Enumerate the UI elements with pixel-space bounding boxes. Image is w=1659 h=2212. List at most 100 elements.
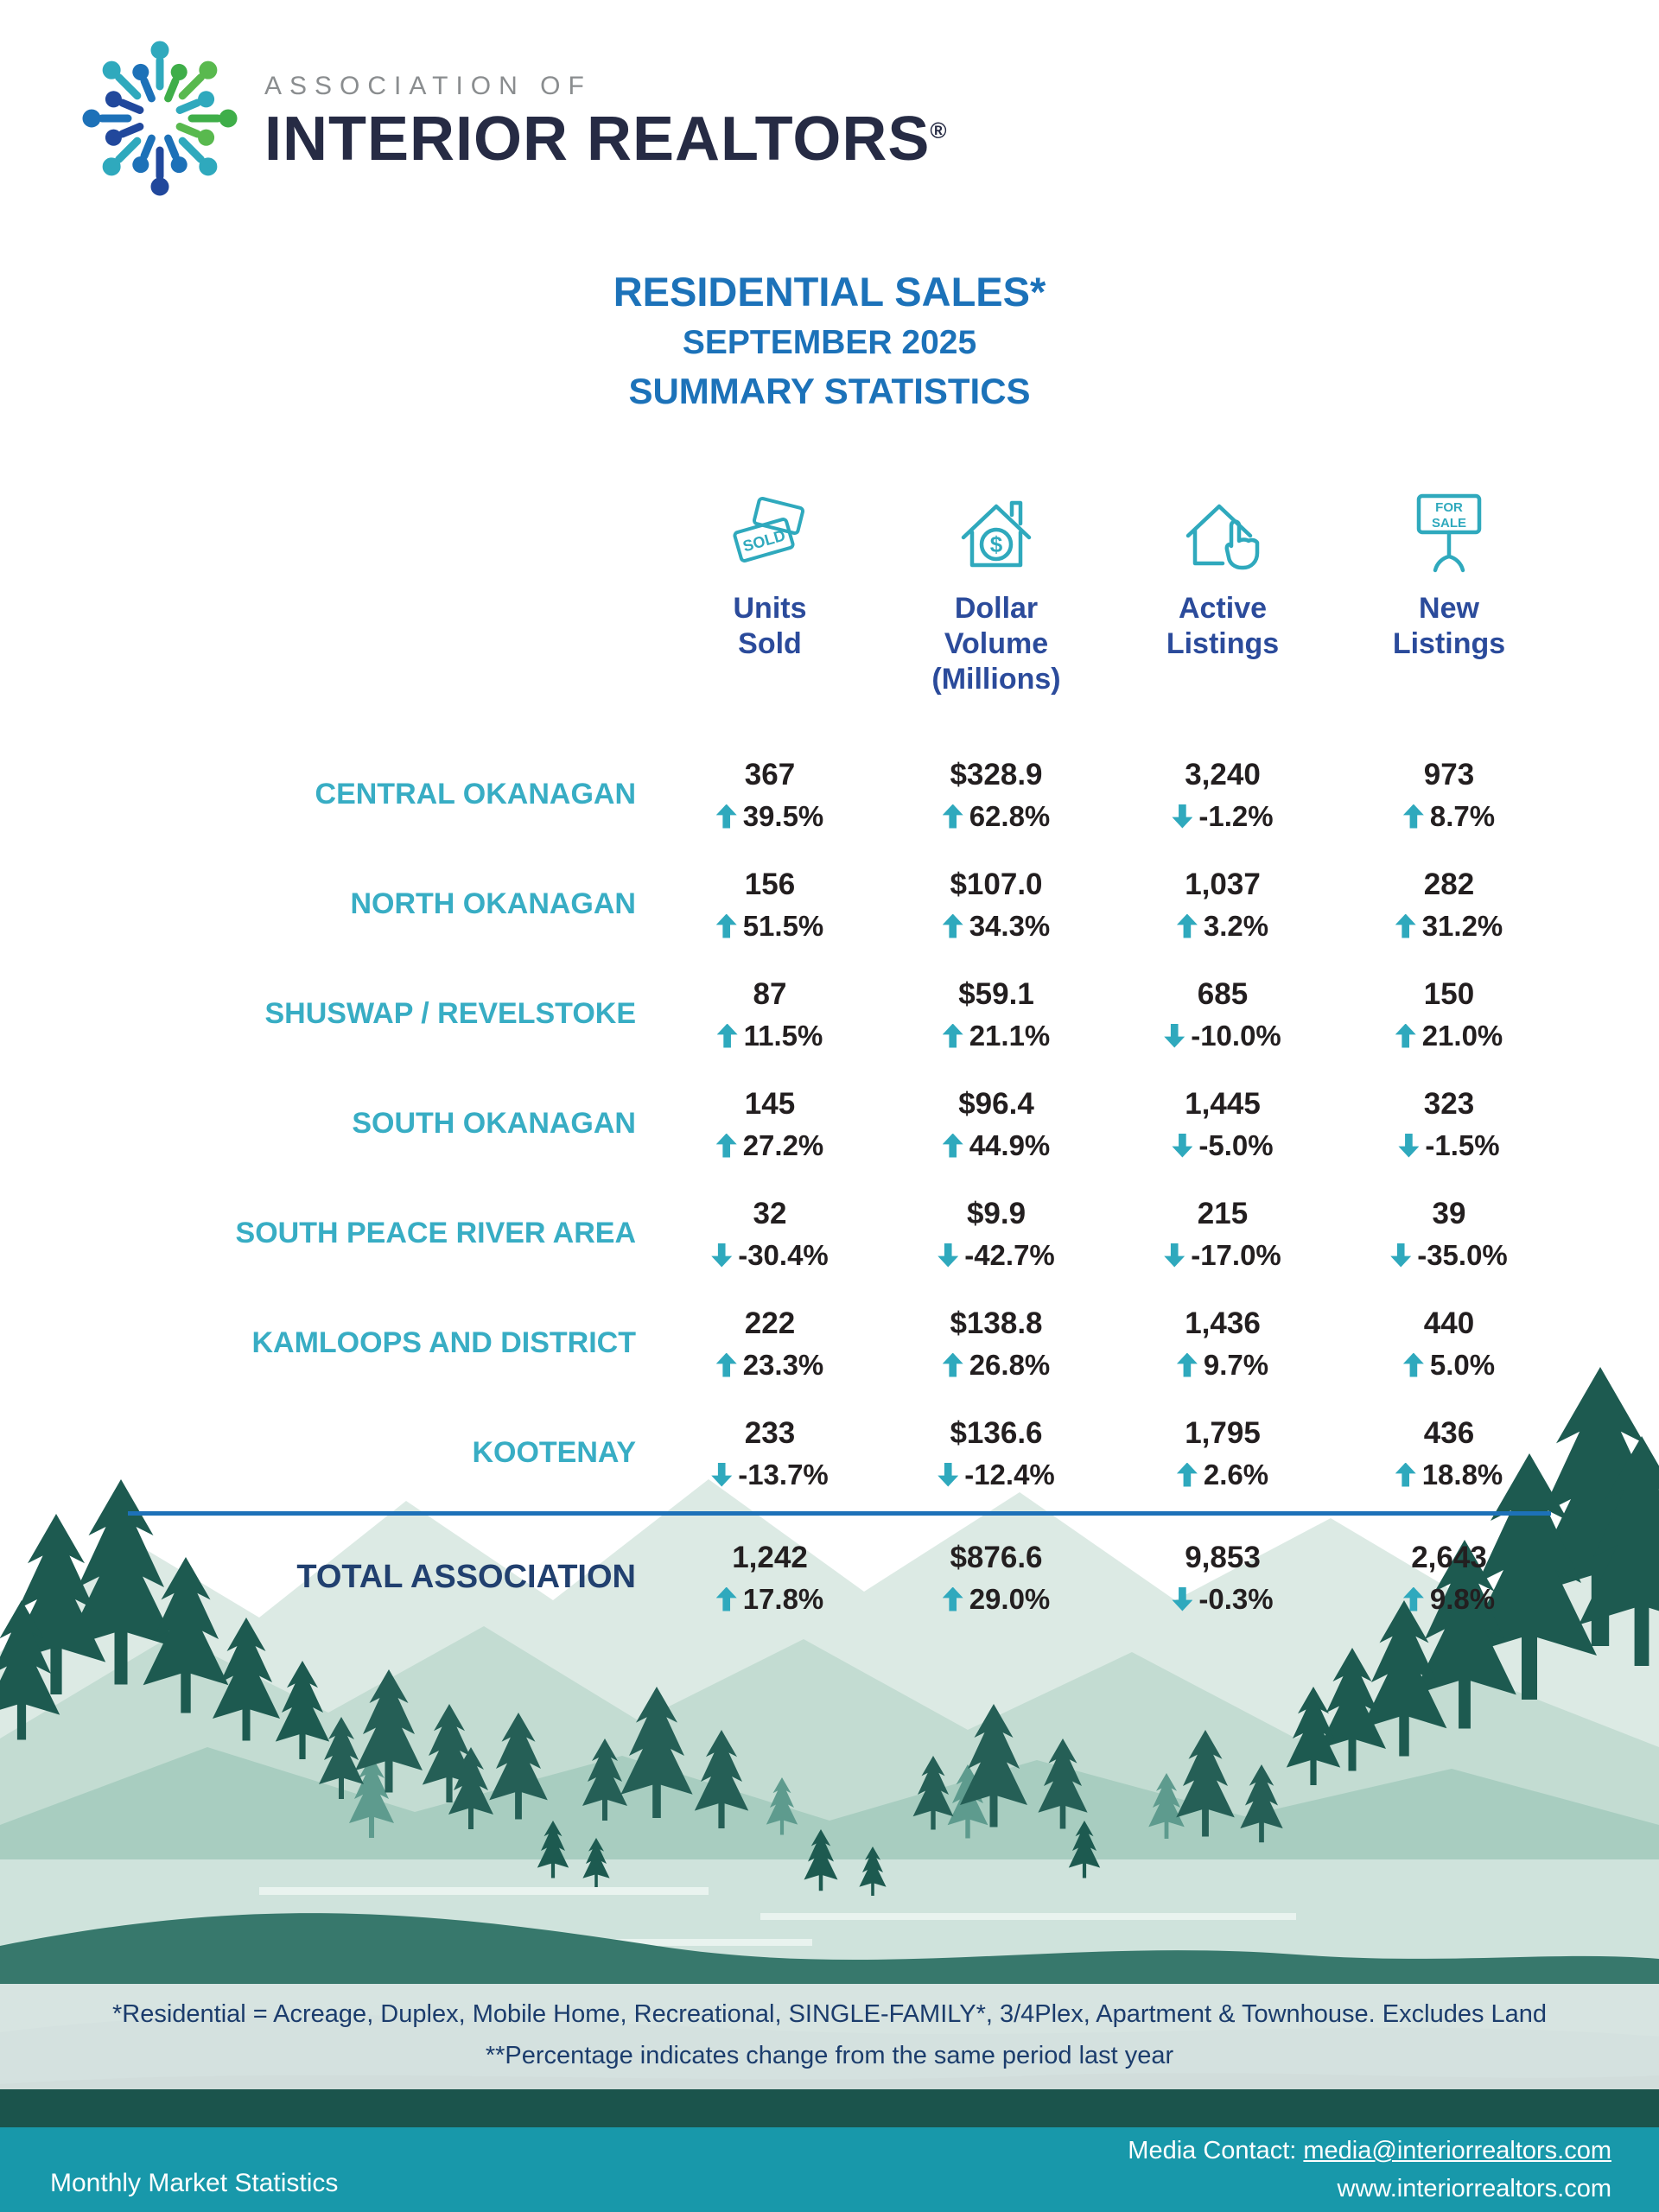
stat-value: $107.0 <box>950 867 1043 901</box>
stat-change: -30.4% <box>657 1239 883 1272</box>
stat-value: 150 <box>1423 976 1475 1011</box>
stat-value: 323 <box>1423 1086 1475 1121</box>
change-arrow-icon <box>711 1462 733 1487</box>
stat-value: 145 <box>744 1086 796 1121</box>
stat-value: 32 <box>753 1196 787 1230</box>
stat-change: 29.0% <box>883 1583 1109 1616</box>
stat-change: -10.0% <box>1109 1020 1336 1052</box>
stat-cell: 3,240 -1.2% <box>1109 757 1336 833</box>
stat-change: 51.5% <box>657 910 883 943</box>
stat-value: 1,037 <box>1185 867 1261 901</box>
sold-sign-icon: SOLD <box>727 477 813 579</box>
registered-mark: ® <box>930 117 948 143</box>
summary-table: SOLD Units Sold $ Dollar Volume (Million… <box>86 477 1562 1632</box>
change-arrow-icon <box>1176 913 1198 938</box>
stat-cell: 156 51.5% <box>657 867 883 943</box>
stat-value: $96.4 <box>958 1086 1034 1121</box>
stat-cell: 222 23.3% <box>657 1306 883 1382</box>
stat-change: 9.8% <box>1336 1583 1562 1616</box>
footnote-line1: *Residential = Acreage, Duplex, Mobile H… <box>111 2000 1548 2028</box>
title-line3: SUMMARY STATISTICS <box>628 371 1031 411</box>
change-text: -17.0% <box>1191 1238 1281 1271</box>
stat-cell: 39 -35.0% <box>1336 1196 1562 1272</box>
stat-change: -13.7% <box>657 1459 883 1491</box>
change-arrow-icon <box>1172 804 1193 829</box>
stat-value: 9,853 <box>1185 1540 1261 1574</box>
stat-cell: 440 5.0% <box>1336 1306 1562 1382</box>
change-arrow-icon <box>938 1462 959 1487</box>
dollar-sign-text: $ <box>990 531 1003 557</box>
change-text: 51.5% <box>742 909 824 942</box>
stat-cell: 1,037 3.2% <box>1109 867 1336 943</box>
change-text: -12.4% <box>964 1458 1055 1491</box>
stat-change: 21.1% <box>883 1020 1109 1052</box>
stat-change: -1.2% <box>1109 800 1336 833</box>
change-arrow-icon <box>1395 1462 1416 1487</box>
stat-cell: 1,445 -5.0% <box>1109 1086 1336 1162</box>
brand-header: ASSOCIATION OF INTERIOR REALTORS® <box>78 36 948 205</box>
stat-change: 26.8% <box>883 1349 1109 1382</box>
stat-value: $9.9 <box>966 1196 1027 1230</box>
change-arrow-icon <box>942 1586 963 1611</box>
region-label: KOOTENAY <box>472 1435 636 1469</box>
column-label: Dollar Volume (Millions) <box>931 592 1061 696</box>
stat-cell: $96.4 44.9% <box>883 1086 1109 1162</box>
stat-change: 18.8% <box>1336 1459 1562 1491</box>
change-text: 34.3% <box>969 909 1051 942</box>
footnote-line2: **Percentage indicates change from the s… <box>485 2041 1174 2069</box>
column-dollar-volume: $ Dollar Volume (Millions) <box>883 477 1109 696</box>
media-email-link[interactable]: media@interiorrealtors.com <box>1303 2137 1611 2164</box>
stat-cell: 150 21.0% <box>1336 976 1562 1052</box>
stat-change: -35.0% <box>1336 1239 1562 1272</box>
house-select-icon <box>1179 477 1266 579</box>
change-arrow-icon <box>942 1023 963 1048</box>
change-arrow-icon <box>942 1133 963 1158</box>
table-row: KAMLOOPS AND DISTRICT 222 23.3% $138.8 2… <box>86 1288 1562 1398</box>
stat-change: 44.9% <box>883 1129 1109 1162</box>
change-arrow-icon <box>1402 1586 1424 1611</box>
stat-change: -42.7% <box>883 1239 1109 1272</box>
change-arrow-icon <box>715 804 737 829</box>
change-text: -0.3% <box>1198 1582 1274 1615</box>
change-arrow-icon <box>1398 1133 1420 1158</box>
change-text: -10.0% <box>1191 1019 1281 1052</box>
stat-cell: $107.0 34.3% <box>883 867 1109 943</box>
change-text: 23.3% <box>742 1348 824 1381</box>
change-arrow-icon <box>715 1352 737 1377</box>
stat-value: $876.6 <box>950 1540 1043 1574</box>
region-label: SHUSWAP / REVELSTOKE <box>264 996 637 1030</box>
change-text: -35.0% <box>1417 1238 1508 1271</box>
stat-change: 3.2% <box>1109 910 1336 943</box>
for-sale-sign-icon: FOR SALE <box>1402 477 1497 579</box>
footer-left-text: Monthly Market Statistics <box>50 2169 339 2197</box>
table-header-row: SOLD Units Sold $ Dollar Volume (Million… <box>86 477 1562 740</box>
website-link[interactable]: www.interiorrealtors.com <box>1337 2174 1611 2202</box>
stat-change: 21.0% <box>1336 1020 1562 1052</box>
stat-change: 9.7% <box>1109 1349 1336 1382</box>
change-arrow-icon <box>1172 1586 1193 1611</box>
footer-contact: Media Contact: media@interiorrealtors.co… <box>1128 2133 1611 2208</box>
change-text: 11.5% <box>743 1019 823 1052</box>
stat-value: 685 <box>1197 976 1249 1011</box>
stat-cell: $328.9 62.8% <box>883 757 1109 833</box>
org-name-main: INTERIOR REALTORS® <box>264 108 948 170</box>
change-arrow-icon <box>716 1023 738 1048</box>
table-row: SHUSWAP / REVELSTOKE 87 11.5% $59.1 21.1… <box>86 959 1562 1069</box>
stat-cell: 1,242 17.8% <box>657 1540 883 1616</box>
footnotes: *Residential = Acreage, Duplex, Mobile H… <box>0 1984 1659 2089</box>
column-label: Active Listings <box>1166 592 1280 660</box>
stat-value: 156 <box>744 867 796 901</box>
table-row: SOUTH PEACE RIVER AREA 32 -30.4% $9.9 -4… <box>86 1179 1562 1288</box>
stat-cell: $138.8 26.8% <box>883 1306 1109 1382</box>
stat-cell: 87 11.5% <box>657 976 883 1052</box>
change-text: 62.8% <box>969 799 1051 832</box>
change-text: -42.7% <box>964 1238 1055 1271</box>
change-text: 29.0% <box>969 1582 1051 1615</box>
column-label: New Listings <box>1392 592 1506 660</box>
stat-change: -1.5% <box>1336 1129 1562 1162</box>
stat-change: 62.8% <box>883 800 1109 833</box>
region-label: SOUTH OKANAGAN <box>352 1106 636 1140</box>
stat-change: 31.2% <box>1336 910 1562 943</box>
table-row: NORTH OKANAGAN 156 51.5% $107.0 34.3% 1,… <box>86 849 1562 959</box>
footer-bar: Monthly Market Statistics Media Contact:… <box>0 2127 1659 2212</box>
